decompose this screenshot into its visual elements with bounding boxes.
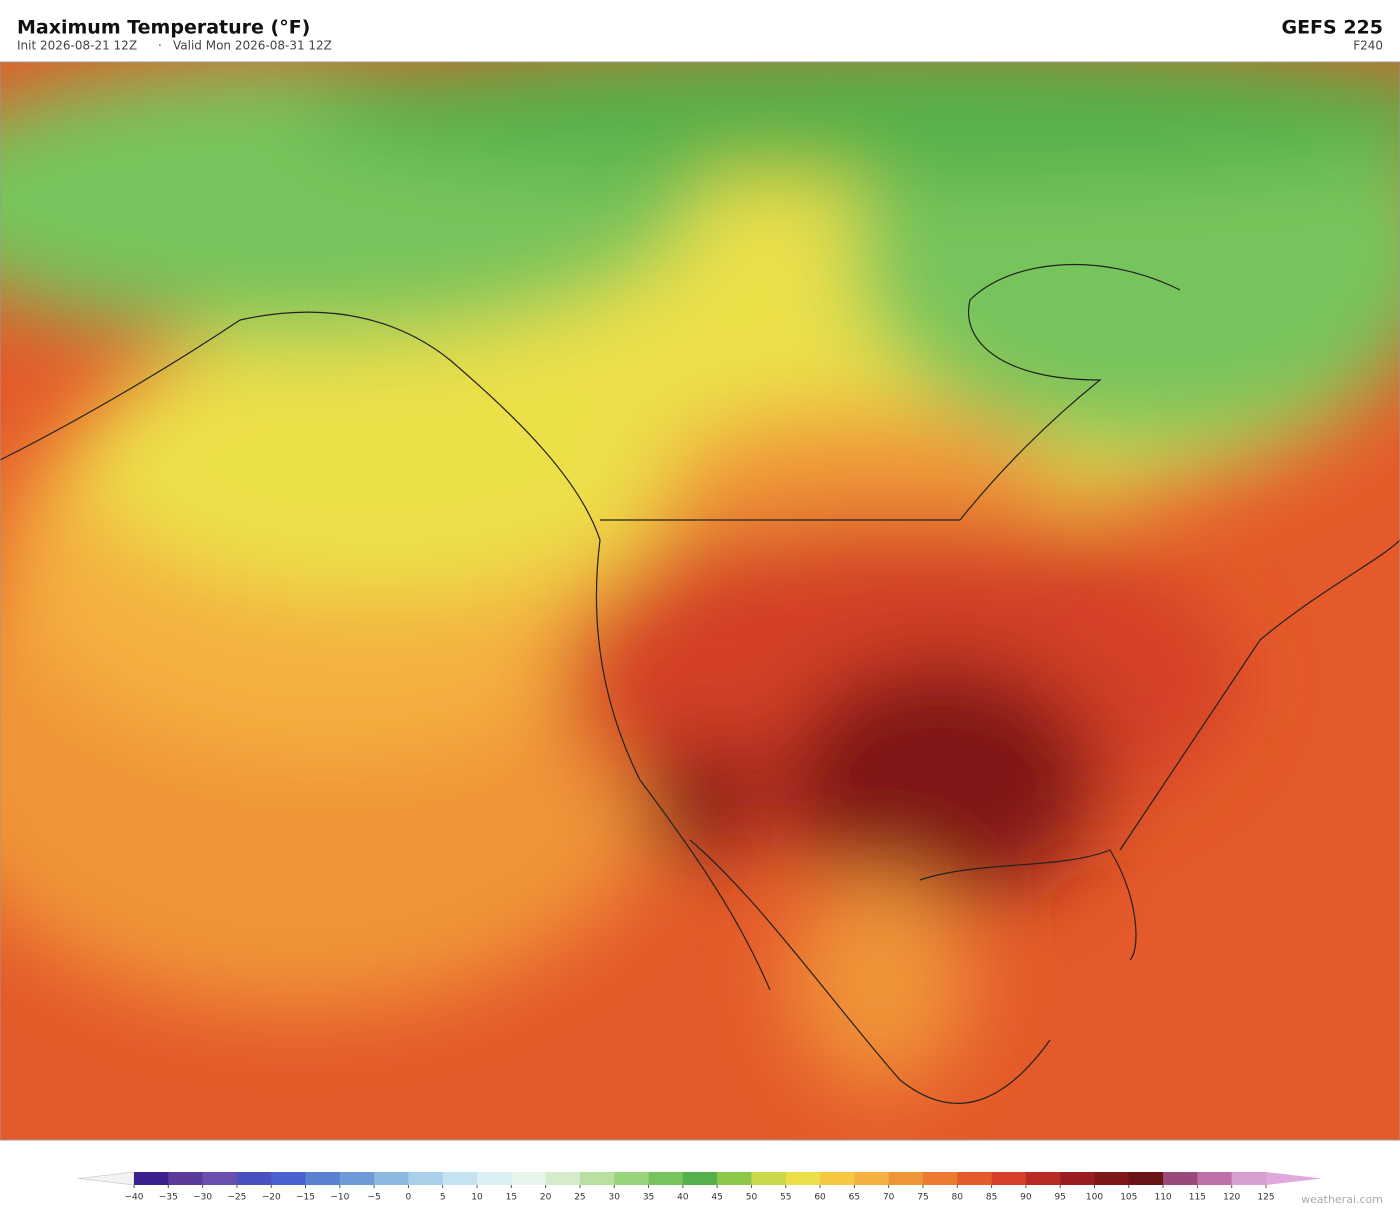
colorbar-swatch bbox=[854, 1172, 889, 1185]
colorbar-swatch bbox=[785, 1172, 821, 1185]
colorbar-tick-label: 60 bbox=[814, 1193, 826, 1203]
colorbar-swatch bbox=[305, 1172, 341, 1185]
colorbar-tick-label: 80 bbox=[952, 1193, 964, 1203]
colorbar-swatch bbox=[820, 1172, 855, 1185]
colorbar-tick-label: 45 bbox=[711, 1193, 722, 1203]
colorbar-tick-label: 100 bbox=[1086, 1193, 1103, 1203]
colorbar-tick-label: 20 bbox=[540, 1193, 552, 1203]
colorbar-tick-label: −15 bbox=[296, 1193, 315, 1203]
colorbar-tick-label: 10 bbox=[471, 1193, 483, 1203]
model-name: GEFS 225 bbox=[1281, 17, 1383, 39]
colorbar-swatch bbox=[134, 1172, 169, 1185]
colorbar-swatch bbox=[202, 1172, 238, 1185]
colorbar-swatch bbox=[168, 1172, 203, 1185]
colorbar-swatch bbox=[888, 1172, 924, 1185]
colorbar-swatch bbox=[271, 1172, 306, 1185]
colorbar-swatch bbox=[1094, 1172, 1130, 1185]
colorbar-tick-label: 50 bbox=[746, 1193, 758, 1203]
map-frame bbox=[0, 61, 1400, 1141]
colorbar-swatch bbox=[1231, 1172, 1267, 1185]
colorbar-tick-label: 85 bbox=[986, 1193, 997, 1203]
colorbar-swatch bbox=[477, 1172, 512, 1185]
colorbar-tick-label: 70 bbox=[883, 1193, 895, 1203]
colorbar-swatch bbox=[374, 1172, 409, 1185]
colorbar: −40 −35 −30 −25 −20 −15 −10 −5 0 5 10 15 20 25 30 35 40 4… bbox=[77, 1171, 1322, 1203]
colorbar-swatch bbox=[922, 1172, 958, 1185]
colorbar-swatch bbox=[408, 1172, 444, 1185]
colorbar-swatch bbox=[991, 1172, 1027, 1185]
colorbar-tick-label: 115 bbox=[1189, 1193, 1206, 1203]
separator: · bbox=[158, 39, 162, 53]
map bbox=[0, 62, 1400, 1140]
credit: weatherai.com bbox=[1301, 1193, 1383, 1206]
colorbar-swatch bbox=[717, 1172, 752, 1185]
colorbar-tick-label: 15 bbox=[506, 1193, 517, 1203]
colorbar-tick-label: −35 bbox=[159, 1193, 178, 1203]
colorbar-tick-label: −20 bbox=[262, 1193, 281, 1203]
colorbar-tick-label: 125 bbox=[1257, 1193, 1274, 1203]
colorbar-swatch bbox=[1025, 1172, 1061, 1185]
init-time: Init 2026-08-21 12Z bbox=[17, 39, 137, 53]
colorbar-tick-label: 110 bbox=[1154, 1193, 1171, 1203]
colorbar-tick-label: −30 bbox=[193, 1193, 212, 1203]
colorbar-swatch bbox=[957, 1172, 992, 1185]
colorbar-tick-label: 35 bbox=[643, 1193, 654, 1203]
colorbar-tick-label: 105 bbox=[1120, 1193, 1137, 1203]
colorbar-tick-label: 5 bbox=[440, 1193, 446, 1203]
colorbar-tick-label: 40 bbox=[677, 1193, 689, 1203]
colorbar-swatch bbox=[751, 1172, 787, 1185]
colorbar-swatch bbox=[614, 1172, 649, 1185]
colorbar-tick-label: −5 bbox=[367, 1193, 380, 1203]
colorbar-swatch bbox=[545, 1172, 581, 1185]
colorbar-swatch bbox=[511, 1172, 546, 1185]
colorbar-over bbox=[1266, 1172, 1322, 1185]
colorbar-tick-label: −40 bbox=[125, 1193, 144, 1203]
colorbar-swatch bbox=[1060, 1172, 1095, 1185]
colorbar-swatch bbox=[1197, 1172, 1232, 1185]
valid-time: Valid Mon 2026-08-31 12Z bbox=[173, 39, 332, 53]
colorbar-tick-label: −10 bbox=[330, 1193, 349, 1203]
colorbar-swatch bbox=[648, 1172, 684, 1185]
colorbar-tick-label: 95 bbox=[1054, 1193, 1065, 1203]
colorbar-swatch bbox=[1128, 1172, 1164, 1185]
colorbar-tick-label: −25 bbox=[227, 1193, 246, 1203]
colorbar-swatch bbox=[236, 1172, 272, 1185]
colorbar-under bbox=[77, 1171, 135, 1186]
colorbar-tick-label: 30 bbox=[609, 1193, 621, 1203]
colorbar-swatch bbox=[1163, 1172, 1198, 1185]
colorbar-swatch bbox=[579, 1172, 615, 1185]
colorbar-tick-label: 75 bbox=[917, 1193, 928, 1203]
colorbar-tick-label: 120 bbox=[1223, 1193, 1240, 1203]
colorbar-swatch bbox=[442, 1172, 478, 1185]
colorbar-tick-label: 25 bbox=[574, 1193, 585, 1203]
colorbar-swatch bbox=[682, 1172, 718, 1185]
colorbar-tick-label: 55 bbox=[780, 1193, 791, 1203]
title: Maximum Temperature (°F) bbox=[17, 17, 310, 39]
forecast-step: F240 bbox=[1353, 39, 1383, 53]
colorbar-tick-label: 90 bbox=[1020, 1193, 1032, 1203]
colorbar-tick-label: 65 bbox=[849, 1193, 860, 1203]
colorbar-swatch bbox=[339, 1172, 375, 1185]
colorbar-tick-label: 0 bbox=[406, 1193, 412, 1203]
